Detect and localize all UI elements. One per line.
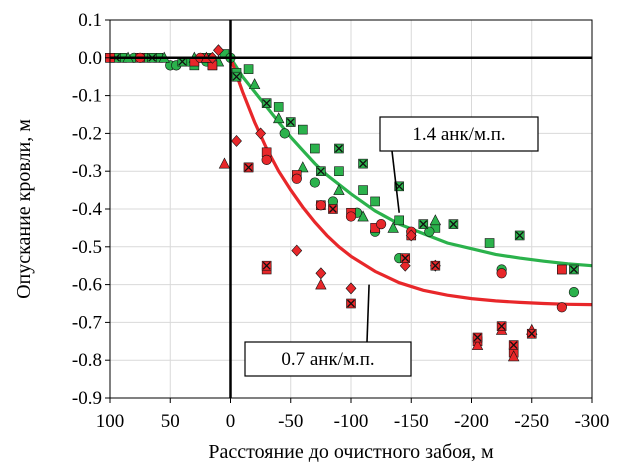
data-point-cross (527, 329, 536, 338)
data-point (255, 127, 267, 140)
data-point (310, 143, 320, 154)
data-point (243, 64, 254, 74)
y-tick-label: -0.9 (72, 388, 102, 409)
data-point (376, 219, 387, 230)
data-point (399, 259, 411, 272)
data-point (315, 200, 326, 211)
data-point-cross (497, 322, 506, 331)
y-tick-label: -0.5 (72, 237, 102, 258)
data-point (429, 214, 442, 226)
y-tick-label: -0.7 (72, 312, 102, 333)
data-point (496, 268, 507, 279)
y-axis-title: Опускание кровли, м (13, 119, 35, 299)
data-points (105, 44, 580, 362)
annotations: 1.4 анк/м.п. 0.7 анк/м.п. (244, 116, 539, 377)
data-point (297, 161, 309, 173)
data-point-cross (232, 72, 241, 81)
data-point-cross (178, 57, 187, 66)
data-point-cross (509, 341, 518, 350)
data-point (357, 210, 369, 222)
data-point-cross (328, 205, 337, 213)
x-tick-label: -200 (454, 411, 489, 432)
data-point-cross (347, 299, 355, 308)
x-tick-label: 100 (96, 411, 125, 432)
data-point-cross (569, 265, 578, 274)
data-point (484, 238, 495, 248)
data-point-cross (316, 167, 325, 176)
data-point-cross (244, 163, 253, 172)
annotation-arrow-0.7 (366, 284, 370, 343)
data-point (273, 112, 285, 124)
data-point (291, 173, 302, 184)
x-tick-label: 0 (226, 411, 236, 432)
data-point (394, 215, 405, 226)
y-tick-label: 0.0 (78, 48, 102, 69)
data-point-cross (515, 231, 524, 240)
data-point (345, 282, 357, 295)
y-tick-label: -0.3 (72, 161, 102, 182)
data-point-cross (419, 220, 428, 229)
data-point-cross (401, 254, 410, 263)
data-point (556, 302, 567, 313)
data-point-cross (473, 333, 482, 342)
data-point (568, 287, 580, 298)
fit-curve (229, 56, 593, 268)
data-point-cross (359, 159, 368, 168)
data-point-cross (262, 261, 271, 270)
data-point-cross (262, 99, 271, 108)
annotation-arrow-1.4 (391, 150, 400, 213)
x-tick-label: -300 (575, 411, 610, 432)
annotation-label-0.7: 0.7 анк/м.п. (281, 349, 374, 370)
annotation-label-1.4: 1.4 анк/м.п. (412, 124, 505, 145)
axes (105, 19, 593, 403)
annotation-box-1.4 (379, 116, 539, 152)
tick-labels: 100 50 0 -50 -100 -150 -200 -250 -300 0.1 0.0 -0.1 -… (72, 10, 609, 432)
data-point (405, 229, 417, 242)
data-point (507, 350, 520, 362)
data-point (261, 154, 272, 165)
data-point (315, 278, 327, 290)
data-point (291, 244, 303, 257)
x-tick-label: -250 (514, 411, 549, 432)
data-point (557, 264, 567, 275)
data-point (424, 226, 435, 237)
y-tick-label: -0.1 (72, 86, 102, 107)
data-point-cross (449, 220, 458, 229)
data-point (370, 196, 380, 207)
data-point (273, 102, 284, 112)
x-tick-label: -100 (334, 411, 369, 432)
data-point (309, 177, 320, 188)
data-point (387, 221, 399, 233)
x-tick-label: -150 (394, 411, 429, 432)
data-point-cross (334, 144, 343, 153)
data-point (471, 338, 484, 350)
data-point (213, 44, 224, 57)
x-tick-label: 50 (161, 411, 180, 432)
y-tick-label: -0.6 (72, 275, 102, 296)
data-point (358, 185, 368, 195)
data-point-cross (431, 261, 440, 270)
data-point (297, 124, 308, 135)
y-tick-label: -0.2 (72, 123, 102, 144)
x-axis-title: Расстояние до очистного забоя, м (208, 441, 494, 463)
y-tick-label: -0.8 (72, 350, 102, 371)
data-point (218, 157, 231, 169)
data-point (315, 267, 327, 280)
y-tick-label: 0.1 (78, 10, 102, 31)
x-tick-label: -50 (278, 411, 303, 432)
data-point (248, 78, 261, 90)
annotation-box-0.7 (244, 341, 412, 377)
data-point (279, 128, 290, 139)
data-point (333, 183, 345, 195)
data-point (345, 211, 357, 222)
data-point (334, 166, 344, 176)
data-point-cross (286, 118, 295, 127)
y-tick-label: -0.4 (72, 199, 103, 220)
data-point (231, 135, 242, 147)
